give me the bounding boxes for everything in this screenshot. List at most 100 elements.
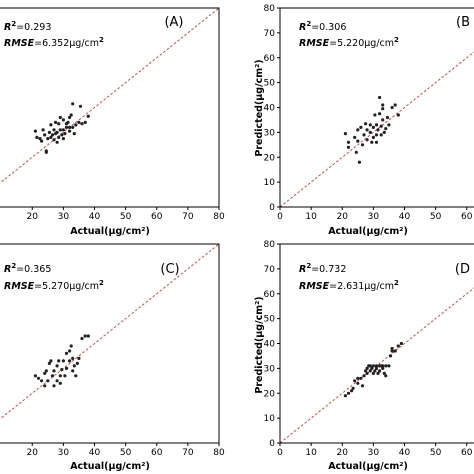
data-point: [378, 369, 382, 373]
data-point: [77, 120, 81, 124]
data-point: [381, 107, 385, 111]
data-point: [47, 130, 52, 134]
data-point: [368, 123, 372, 127]
data-point: [69, 344, 73, 348]
data-point: [68, 115, 72, 120]
data-point: [356, 381, 360, 385]
data-point: [351, 386, 355, 390]
x-tick-label: 50: [430, 212, 442, 222]
data-point: [371, 364, 375, 368]
data-point: [370, 140, 374, 144]
data-point: [382, 130, 386, 134]
data-point: [376, 128, 380, 132]
data-point: [374, 133, 379, 137]
panel-d: 0 10 20 30 40 50 60 0 10 20 30 40 50 60 70 80 (D R2=0.7…: [254, 240, 474, 472]
data-point: [72, 364, 76, 368]
data-point: [350, 389, 354, 393]
data-point: [61, 359, 65, 363]
y-tick-label: 30: [264, 364, 276, 374]
x-tick-label: 50: [430, 448, 442, 458]
data-point: [50, 133, 55, 137]
data-point: [362, 374, 366, 378]
y-tick-label: 0: [269, 439, 275, 449]
data-point: [370, 366, 374, 370]
data-point: [71, 102, 75, 106]
data-point: [33, 129, 38, 133]
data-point: [61, 118, 65, 122]
data-point: [390, 349, 394, 353]
panel-label: (D: [455, 262, 470, 277]
data-point: [68, 129, 72, 133]
y-tick-label: 80: [264, 4, 276, 14]
data-point: [374, 123, 379, 127]
data-point: [384, 364, 388, 368]
x-axis-label: Actual(μg/cm²): [70, 226, 150, 237]
r2-annotation: R2=0.732: [299, 262, 346, 275]
data-point: [374, 364, 379, 368]
data-point: [68, 349, 72, 353]
data-point: [57, 135, 61, 139]
y-tick-label: 20: [264, 153, 276, 163]
y-tick-label: 30: [264, 128, 276, 138]
data-point: [86, 114, 90, 118]
data-point: [55, 379, 59, 383]
data-point: [356, 376, 360, 380]
data-point: [360, 384, 365, 388]
data-point: [374, 366, 379, 370]
data-point: [371, 371, 375, 375]
y-tick-label: 20: [264, 389, 276, 399]
panel-b: 0 10 20 30 40 50 60 0 10 20 30 40 50 60 70 80 (B R2=0.3…: [254, 4, 474, 237]
data-point: [68, 359, 72, 363]
data-point: [40, 139, 44, 143]
data-point: [43, 384, 47, 388]
data-point: [343, 132, 347, 136]
data-point: [50, 374, 55, 378]
data-point: [52, 128, 56, 132]
data-point: [359, 125, 363, 129]
x-tick-label: 20: [337, 212, 349, 222]
data-point: [43, 133, 47, 137]
data-point: [58, 115, 62, 120]
data-point: [47, 361, 52, 365]
data-point: [52, 138, 56, 142]
x-tick-label: 30: [368, 212, 380, 222]
x-tick-label: 50: [120, 212, 132, 222]
x-tick-label: 10: [305, 212, 317, 222]
x-tick-label: 10: [305, 448, 317, 458]
data-point: [58, 128, 62, 132]
data-point: [371, 125, 375, 129]
data-point: [388, 354, 393, 358]
data-point: [362, 133, 366, 137]
data-point: [55, 140, 59, 144]
data-point: [49, 123, 53, 127]
data-point: [41, 128, 45, 132]
y-axis-label: Predicted(μg/cm²): [254, 296, 265, 393]
data-point: [374, 140, 379, 144]
y-tick-label: 70: [264, 265, 276, 275]
x-tick-label: 20: [337, 448, 349, 458]
rmse-annotation: RMSE=2.631μg/cm2: [299, 279, 399, 292]
r2-annotation: R2=0.365: [4, 262, 51, 275]
data-point: [346, 140, 351, 144]
y-tick-label: 60: [264, 290, 276, 300]
data-point: [58, 374, 62, 378]
data-point: [381, 118, 385, 122]
data-point: [379, 133, 383, 137]
data-point: [64, 366, 69, 370]
data-point: [86, 334, 90, 338]
one-to-one-line: [0, 244, 219, 420]
panel-label: (C): [160, 262, 179, 277]
panel-c: 20 30 40 50 60 70 80 (C) R2=0.365 RMSE=5.270μg…: [0, 243, 225, 472]
data-point: [58, 381, 62, 385]
data-point: [35, 135, 39, 139]
data-point: [49, 135, 53, 139]
data-point: [55, 130, 59, 134]
x-tick-label: 20: [27, 212, 39, 222]
data-point: [78, 104, 83, 108]
rmse-annotation: RMSE=5.270μg/cm2: [4, 279, 104, 292]
x-tick-label: 0: [277, 448, 283, 458]
panel-label: (B: [456, 15, 470, 30]
data-point: [371, 135, 375, 139]
rmse-annotation: RMSE=5.220μg/cm2: [299, 36, 399, 49]
panel-label: (A): [164, 15, 183, 30]
